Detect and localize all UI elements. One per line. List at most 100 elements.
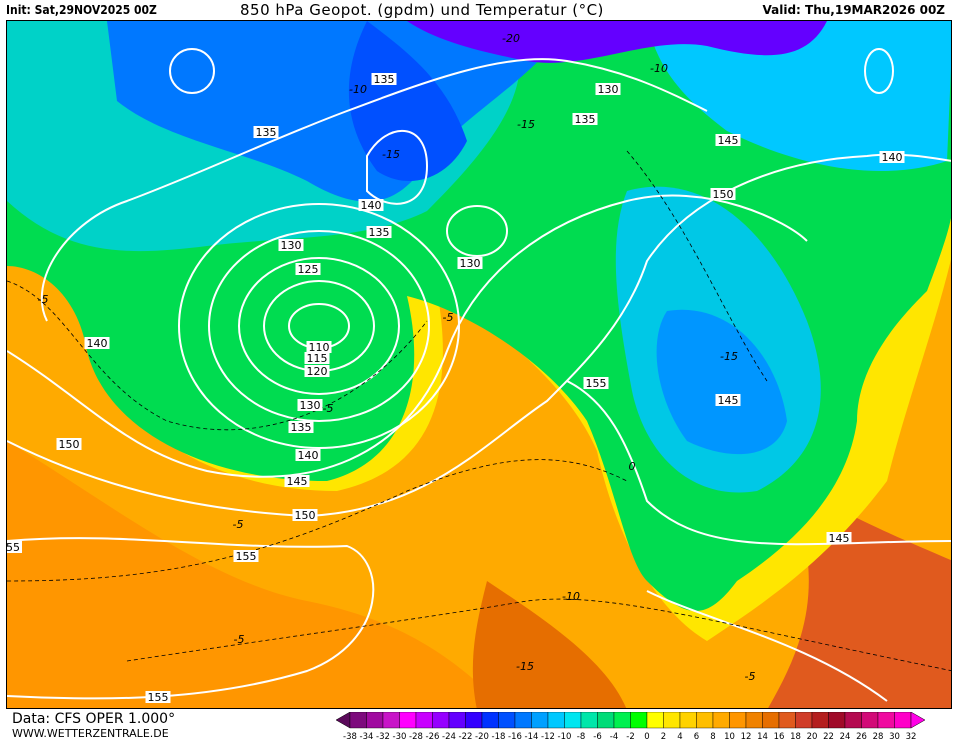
geopotential-label: 155 (148, 691, 169, 704)
colorbar-label: -6 (593, 732, 601, 741)
colorbar-label: -26 (426, 732, 440, 741)
colorbar-label: 14 (757, 732, 768, 741)
temperature-label: -15 (720, 350, 738, 363)
colorbar-label: 24 (840, 732, 851, 741)
website-url[interactable]: WWW.WETTERZENTRALE.DE (12, 727, 169, 740)
colorbar-box (399, 712, 417, 729)
colorbar-label: 10 (724, 732, 735, 741)
geopotential-label-bg (297, 399, 323, 411)
geopotential-label-bg (879, 151, 905, 163)
geopotential-label: 140 (361, 199, 382, 212)
colorbar-box (481, 712, 499, 729)
geopotential-label-bg (572, 113, 598, 125)
colorbar-box (432, 712, 450, 729)
temperature-label: -5 (745, 670, 756, 683)
geopotential-label-bg (253, 126, 279, 138)
geopotential-label: 130 (281, 239, 302, 252)
colorbar-label: 6 (694, 732, 699, 741)
colorbar-box (366, 712, 384, 729)
colorbar-label: -20 (475, 732, 489, 741)
colorbar-box (531, 712, 549, 729)
temperature-label: -5 (234, 633, 245, 646)
colorbar-box (795, 712, 813, 729)
map-canvas: 135 130 135 135 145 140 150 140 135 130 130 125 140 1… (7, 21, 951, 708)
geopotential-label: 150 (295, 509, 316, 522)
colorbar-box (762, 712, 780, 729)
colorbar-box (613, 712, 631, 729)
init-time: Init: Sat,29NOV2025 00Z (6, 3, 157, 17)
colorbar-box (646, 712, 664, 729)
temperature-label: -5 (443, 311, 454, 324)
geopotential-label: 145 (287, 475, 308, 488)
colorbar-label: 30 (889, 732, 900, 741)
colorbar-label: -24 (442, 732, 456, 741)
geopotential-label-bg (715, 394, 741, 406)
colorbar-label: -8 (577, 732, 585, 741)
colorbar-label: -30 (393, 732, 407, 741)
colorbar-box (514, 712, 532, 729)
temperature-label: -20 (502, 32, 520, 45)
geopotential-label: 140 (882, 151, 903, 164)
colorbar-label: 4 (677, 732, 682, 741)
geopotential-label: 135 (575, 113, 596, 126)
valid-time: Valid: Thu,19MAR2026 00Z (762, 3, 946, 17)
colorbar-label: -22 (459, 732, 473, 741)
geopotential-label: 55 (7, 541, 20, 554)
colorbar-max-arrow (910, 712, 926, 729)
geopotential-label: 135 (291, 421, 312, 434)
colorbar-box (465, 712, 483, 729)
geopotential-label: 120 (307, 365, 328, 378)
geopotential-label-bg (56, 438, 82, 450)
geopotential-label: 135 (369, 226, 390, 239)
colorbar-box (630, 712, 648, 729)
temp-zone-cold-northeast (647, 21, 951, 171)
geopotential-label-bg (358, 199, 384, 211)
colorbar-label: -28 (409, 732, 423, 741)
temp-zone-warm-sw (7, 441, 505, 708)
temperature-isotherms (7, 150, 951, 671)
colorbar-label: 8 (710, 732, 715, 741)
temperature-label: -5 (323, 402, 334, 415)
colorbar-label: 22 (823, 732, 834, 741)
geopotential-labels: 135 130 135 135 145 140 150 140 135 130 130 125 140 1… (7, 73, 905, 704)
geopotential-label: 135 (256, 126, 277, 139)
colorbar-box (679, 712, 697, 729)
colorbar-box (580, 712, 598, 729)
colorbar-label: 16 (774, 732, 785, 741)
geopotential-label: 145 (718, 394, 739, 407)
colorbar-box (861, 712, 879, 729)
colorbar-box (382, 712, 400, 729)
geopotential-label: 115 (307, 352, 328, 365)
geopotential-label-bg (84, 337, 110, 349)
colorbar-label: -2 (626, 732, 634, 741)
geopotential-label: 130 (460, 257, 481, 270)
geopotential-label-bg (292, 509, 318, 521)
colorbar-box (712, 712, 730, 729)
temperature-label: -5 (233, 518, 244, 531)
colorbar-box (448, 712, 466, 729)
geopotential-label-bg (284, 475, 310, 487)
geopotential-label-bg (306, 341, 332, 353)
geopotential-label-bg (826, 532, 852, 544)
geopotential-label-bg (710, 188, 736, 200)
colorbar-box (745, 712, 763, 729)
colorbar-label: 28 (873, 732, 884, 741)
geopotential-label: 125 (298, 263, 319, 276)
colorbar-box (894, 712, 912, 729)
colorbar-box (696, 712, 714, 729)
temperature-label: -15 (516, 660, 534, 673)
colorbar-box (844, 712, 862, 729)
geopotential-label-bg (595, 83, 621, 95)
colorbar-boxes (336, 712, 926, 729)
temperature-label: -10 (650, 62, 668, 75)
colorbar-label: 20 (807, 732, 818, 741)
colorbar-box (828, 712, 846, 729)
colorbar-label: 2 (661, 732, 666, 741)
temp-zone-very-cold (107, 21, 567, 202)
geopotential-label-bg (583, 377, 609, 389)
geopotential-label: 140 (87, 337, 108, 350)
colorbar-box (811, 712, 829, 729)
colorbar-label: 0 (644, 732, 649, 741)
colorbar-box (349, 712, 367, 729)
colorbar-label: 18 (790, 732, 801, 741)
